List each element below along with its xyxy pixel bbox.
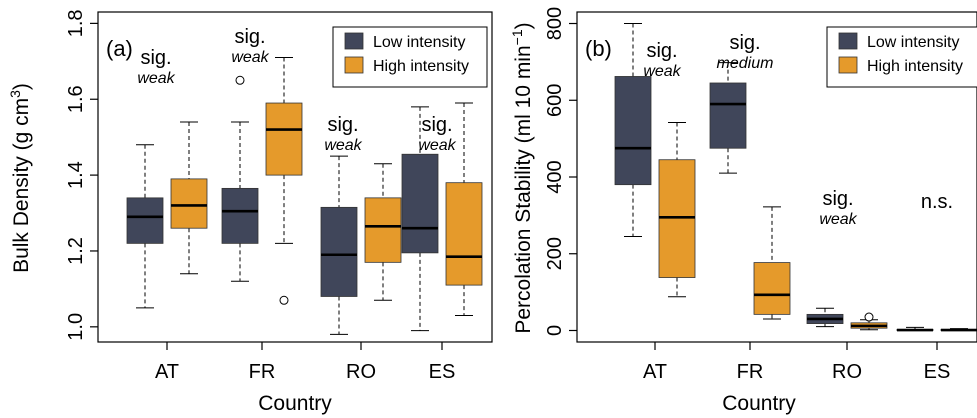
legend-entry: High intensity <box>373 58 469 75</box>
chart-panel-a: 1.0 1.2 1.4 1.6 1.8 Bulk Density (g cm3) AT FR R… <box>7 9 493 415</box>
box-low-ro <box>320 155 358 335</box>
legend-swatch <box>838 56 858 74</box>
panel-label: (b) <box>585 36 612 61</box>
x-tick-label: RO <box>346 361 376 383</box>
x-tick-label: RO <box>832 361 862 383</box>
box-high-at <box>658 122 696 298</box>
legend-entry: Low intensity <box>867 34 960 51</box>
box-high-es <box>445 102 483 316</box>
outlier-point <box>235 75 245 85</box>
x-tick-label: ES <box>924 361 951 383</box>
significance-level: medium <box>717 55 774 72</box>
chart-panel-b: 0 200 400 600 800 Percolation Stability (ml 1… <box>509 7 977 415</box>
significance-label: sig. <box>729 32 760 54</box>
box-iqr <box>709 82 747 149</box>
significance-level: weak <box>418 137 456 154</box>
x-tick-label: ES <box>429 361 456 383</box>
box-low-es <box>401 106 439 332</box>
box-high-ro <box>850 312 888 331</box>
legend: Low intensity High intensity <box>826 26 977 88</box>
box-iqr <box>320 206 358 297</box>
y-tick-label: 200 <box>544 237 566 270</box>
significance-label: sig. <box>140 47 171 69</box>
box-low-ro <box>806 307 844 328</box>
box-iqr <box>265 102 303 176</box>
y-tick-label: 0 <box>544 325 566 336</box>
box-iqr <box>658 159 696 278</box>
y-tick-label: 600 <box>544 84 566 117</box>
box-iqr <box>221 187 259 244</box>
y-tick-label: 1.8 <box>65 9 87 37</box>
box-iqr <box>170 178 208 229</box>
x-axis-label: Country <box>258 392 332 415</box>
panel-label: (a) <box>106 36 133 61</box>
y-tick-label: 1.6 <box>65 85 87 113</box>
significance-level: weak <box>137 70 175 87</box>
significance-label: sig. <box>421 114 452 136</box>
box-low-fr <box>709 62 747 174</box>
box-low-at <box>126 144 164 309</box>
legend-swatch <box>344 32 364 50</box>
legend-swatch <box>838 32 858 50</box>
x-tick-label: FR <box>737 361 764 383</box>
y-axis-label: Percolation Stability (ml 10 min−1) <box>509 22 535 333</box>
box-high-at <box>170 121 208 275</box>
y-axis-label: Bulk Density (g cm3) <box>7 83 33 273</box>
significance-level: weak <box>819 211 857 228</box>
significance-level: weak <box>231 49 269 66</box>
significance-level: weak <box>643 63 681 80</box>
x-tick-label: FR <box>249 361 276 383</box>
box-iqr <box>445 182 483 286</box>
significance-label: sig. <box>234 26 265 48</box>
y-tick-label: 400 <box>544 160 566 193</box>
x-tick-label: AT <box>155 361 179 383</box>
x-axis-label: Country <box>722 392 796 415</box>
box-high-ro <box>364 163 402 301</box>
outlier-point <box>279 295 289 305</box>
box-low-fr <box>221 75 259 282</box>
box-high-fr <box>265 57 303 305</box>
box-high-fr <box>753 206 791 320</box>
plot-frame <box>97 11 493 343</box>
box-iqr <box>126 197 164 244</box>
box-iqr <box>753 262 791 315</box>
y-tick-label: 1.0 <box>65 313 87 341</box>
y-tick-label: 1.2 <box>65 237 87 265</box>
box-high-es <box>940 328 977 332</box>
y-tick-label: 1.4 <box>65 161 87 189</box>
box-iqr <box>364 197 402 263</box>
box-iqr <box>401 153 439 254</box>
significance-label: sig. <box>822 188 853 210</box>
box-low-es <box>896 326 934 332</box>
significance-label: sig. <box>646 40 677 62</box>
x-tick-label: AT <box>643 361 667 383</box>
significance-level: weak <box>324 137 362 154</box>
legend: Low intensity High intensity <box>332 26 488 88</box>
outlier-point <box>864 312 874 322</box>
box-low-at <box>614 23 652 237</box>
box-iqr <box>614 76 652 186</box>
legend-entry: Low intensity <box>373 34 466 51</box>
legend-entry: High intensity <box>867 58 963 75</box>
legend-swatch <box>344 56 364 74</box>
significance-label: sig. <box>327 114 358 136</box>
significance-label: n.s. <box>921 191 953 213</box>
y-tick-label: 800 <box>544 7 566 40</box>
